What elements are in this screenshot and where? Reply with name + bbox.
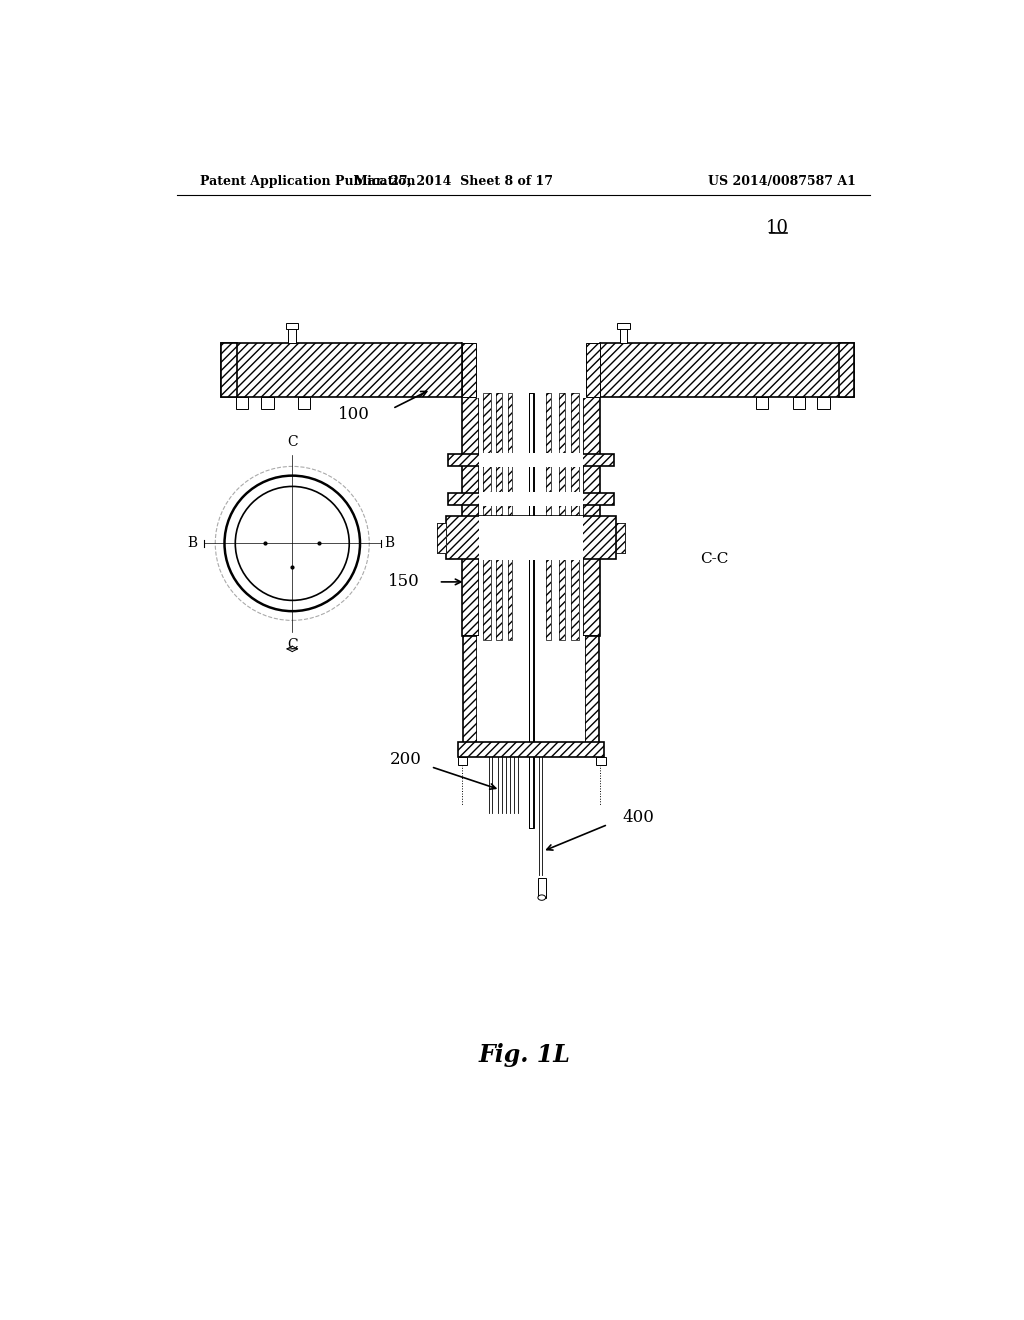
Bar xyxy=(447,492,614,506)
Bar xyxy=(462,397,478,636)
Bar xyxy=(462,342,600,397)
Bar xyxy=(478,453,584,467)
Bar xyxy=(462,397,478,636)
Bar xyxy=(584,397,600,636)
Bar xyxy=(587,343,600,397)
Bar xyxy=(237,397,249,409)
Text: Patent Application Publication: Patent Application Publication xyxy=(200,176,416,187)
Bar xyxy=(478,397,584,636)
Bar xyxy=(221,343,854,397)
Bar xyxy=(793,397,805,409)
Bar xyxy=(437,523,446,553)
Bar xyxy=(559,393,565,640)
Text: 100: 100 xyxy=(338,405,370,422)
Bar xyxy=(508,393,512,640)
Bar xyxy=(528,393,535,829)
Bar xyxy=(620,326,628,343)
Bar xyxy=(221,343,854,397)
Bar xyxy=(446,516,615,558)
Bar xyxy=(508,393,512,640)
Bar xyxy=(547,393,551,640)
Text: 10: 10 xyxy=(766,219,788,236)
Bar xyxy=(221,343,237,397)
Bar xyxy=(817,397,829,409)
Circle shape xyxy=(215,466,370,620)
Bar xyxy=(585,636,599,743)
Bar xyxy=(483,393,490,640)
Bar xyxy=(437,523,446,553)
Text: Fig. 1L: Fig. 1L xyxy=(479,1043,570,1068)
Bar xyxy=(596,758,605,766)
Bar xyxy=(538,878,546,898)
Text: US 2014/0087587 A1: US 2014/0087587 A1 xyxy=(708,176,856,187)
Bar xyxy=(462,343,475,397)
Bar xyxy=(615,523,625,553)
Circle shape xyxy=(236,487,349,601)
Bar xyxy=(289,326,296,343)
Bar xyxy=(447,492,614,506)
Text: C: C xyxy=(287,638,298,652)
Bar xyxy=(496,393,502,640)
Bar xyxy=(571,393,579,640)
Bar xyxy=(477,636,585,743)
Text: 400: 400 xyxy=(623,809,654,826)
Bar xyxy=(298,397,310,409)
Bar xyxy=(437,523,446,553)
Bar xyxy=(547,393,551,640)
Bar xyxy=(496,393,502,640)
Bar xyxy=(615,523,625,553)
Bar xyxy=(478,516,584,560)
Bar xyxy=(478,492,584,506)
Circle shape xyxy=(224,475,360,611)
Bar xyxy=(585,636,599,743)
Bar xyxy=(587,343,600,397)
Bar xyxy=(458,758,467,766)
Bar xyxy=(584,397,600,636)
Bar xyxy=(528,393,535,829)
Text: 200: 200 xyxy=(390,751,422,767)
Bar xyxy=(462,343,475,397)
Bar xyxy=(839,343,854,397)
Bar xyxy=(463,636,477,743)
Text: B: B xyxy=(187,536,198,550)
Bar xyxy=(458,742,604,758)
Bar xyxy=(571,393,579,640)
Text: C: C xyxy=(287,434,298,449)
Bar xyxy=(286,323,298,330)
Bar xyxy=(446,516,615,558)
Text: C-C: C-C xyxy=(700,552,729,566)
Bar xyxy=(221,343,237,397)
Bar xyxy=(261,397,273,409)
Bar xyxy=(463,636,477,743)
Bar xyxy=(447,454,614,466)
Bar xyxy=(839,343,854,397)
Bar xyxy=(483,393,490,640)
Ellipse shape xyxy=(538,895,546,900)
Bar xyxy=(617,323,630,330)
Bar xyxy=(615,523,625,553)
Text: Mar. 27, 2014  Sheet 8 of 17: Mar. 27, 2014 Sheet 8 of 17 xyxy=(354,176,553,187)
Bar xyxy=(447,454,614,466)
Text: B: B xyxy=(385,536,395,550)
Bar xyxy=(559,393,565,640)
Bar xyxy=(756,397,768,409)
Bar xyxy=(458,742,604,758)
Text: 150: 150 xyxy=(388,573,420,590)
